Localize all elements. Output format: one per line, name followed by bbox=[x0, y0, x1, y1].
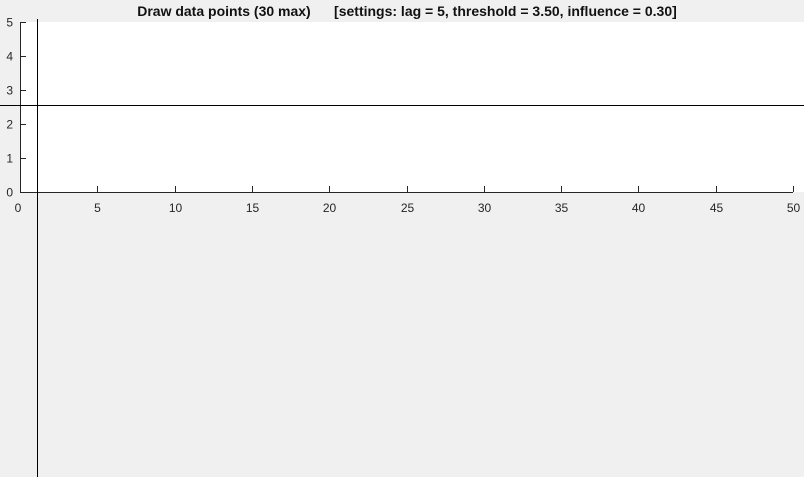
x-tick-label: 50 bbox=[787, 201, 801, 215]
y-axis-ticks: 0 1 2 3 4 5 bbox=[6, 16, 26, 200]
y-tick-label: 5 bbox=[6, 16, 13, 30]
y-tick-label: 4 bbox=[6, 50, 13, 64]
plot-title: Draw data points (30 max) [settings: lag… bbox=[137, 3, 677, 19]
x-axis-ticks: 0 5 10 15 20 25 30 35 40 45 50 bbox=[15, 186, 801, 215]
x-tick-label: 10 bbox=[169, 201, 183, 215]
x-tick-label: 15 bbox=[246, 201, 260, 215]
y-tick-label: 1 bbox=[6, 152, 13, 166]
y-tick-label: 3 bbox=[6, 84, 13, 98]
axes-background[interactable] bbox=[20, 22, 804, 192]
x-tick-label: 40 bbox=[632, 201, 646, 215]
x-tick-label: 25 bbox=[401, 201, 415, 215]
x-tick-label: 45 bbox=[710, 201, 724, 215]
y-tick-label: 0 bbox=[6, 186, 13, 200]
x-tick-label: 5 bbox=[94, 201, 101, 215]
x-tick-label: 0 bbox=[15, 201, 22, 215]
x-tick-label: 20 bbox=[323, 201, 337, 215]
x-tick-label: 35 bbox=[555, 201, 569, 215]
x-tick-label: 30 bbox=[478, 201, 492, 215]
y-tick-label: 2 bbox=[6, 118, 13, 132]
